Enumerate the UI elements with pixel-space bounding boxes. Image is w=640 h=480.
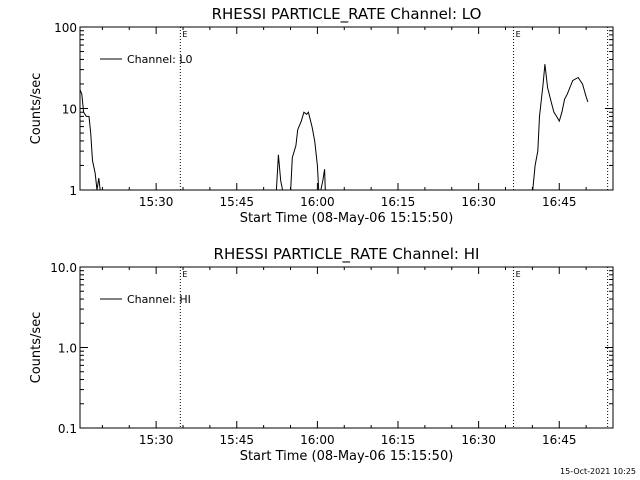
chart-panel-1: RHESSI PARTICLE_RATE Channel: HI 15:30 15:… [29, 245, 614, 464]
y-tick-label: 1.0 [58, 342, 77, 356]
x-axis-label: Start Time (08-May-06 15:15:50) [240, 449, 454, 464]
y-tick-label: 0.1 [58, 422, 77, 436]
x-tick-label: 16:15 [381, 195, 416, 209]
y-tick-label: 10.0 [50, 261, 77, 275]
x-tick-label: 15:45 [219, 433, 254, 447]
x-tick-label: 16:45 [542, 195, 577, 209]
legend-label: Channel: L0 [127, 53, 193, 66]
x-tick-label: 16:15 [381, 433, 416, 447]
x-tick-label: 16:00 [300, 195, 335, 209]
x-axis-label: Start Time (08-May-06 15:15:50) [240, 211, 454, 226]
x-tick-label: 16:30 [461, 433, 496, 447]
y-tick-label: 100 [54, 21, 77, 35]
x-tick-label: 15:45 [219, 195, 254, 209]
chart-panel-0: RHESSI PARTICLE_RATE Channel: LO 15:30 15:… [29, 5, 614, 226]
event-line-label: E [516, 30, 521, 39]
chart-title: RHESSI PARTICLE_RATE Channel: HI [214, 245, 480, 264]
series-line [80, 64, 589, 190]
x-tick-label: 15:30 [139, 195, 174, 209]
y-tick-label: 10 [62, 103, 77, 117]
plot-frame [79, 26, 614, 191]
y-axis-label: Counts/sec [29, 73, 44, 145]
plot-frame [79, 266, 614, 429]
event-line-label: E [182, 30, 187, 39]
footer-timestamp: 15-Oct-2021 10:25 [560, 467, 636, 476]
event-line-label: E [182, 270, 187, 279]
y-tick-label: 1 [69, 184, 77, 198]
x-tick-label: 16:45 [542, 433, 577, 447]
event-line-label: E [516, 270, 521, 279]
x-tick-label: 15:30 [139, 433, 174, 447]
x-tick-label: 16:30 [461, 195, 496, 209]
legend-label: Channel: HI [127, 293, 191, 306]
y-axis-label: Counts/sec [29, 312, 44, 384]
chart-title: RHESSI PARTICLE_RATE Channel: LO [212, 5, 482, 24]
x-tick-label: 16:00 [300, 433, 335, 447]
